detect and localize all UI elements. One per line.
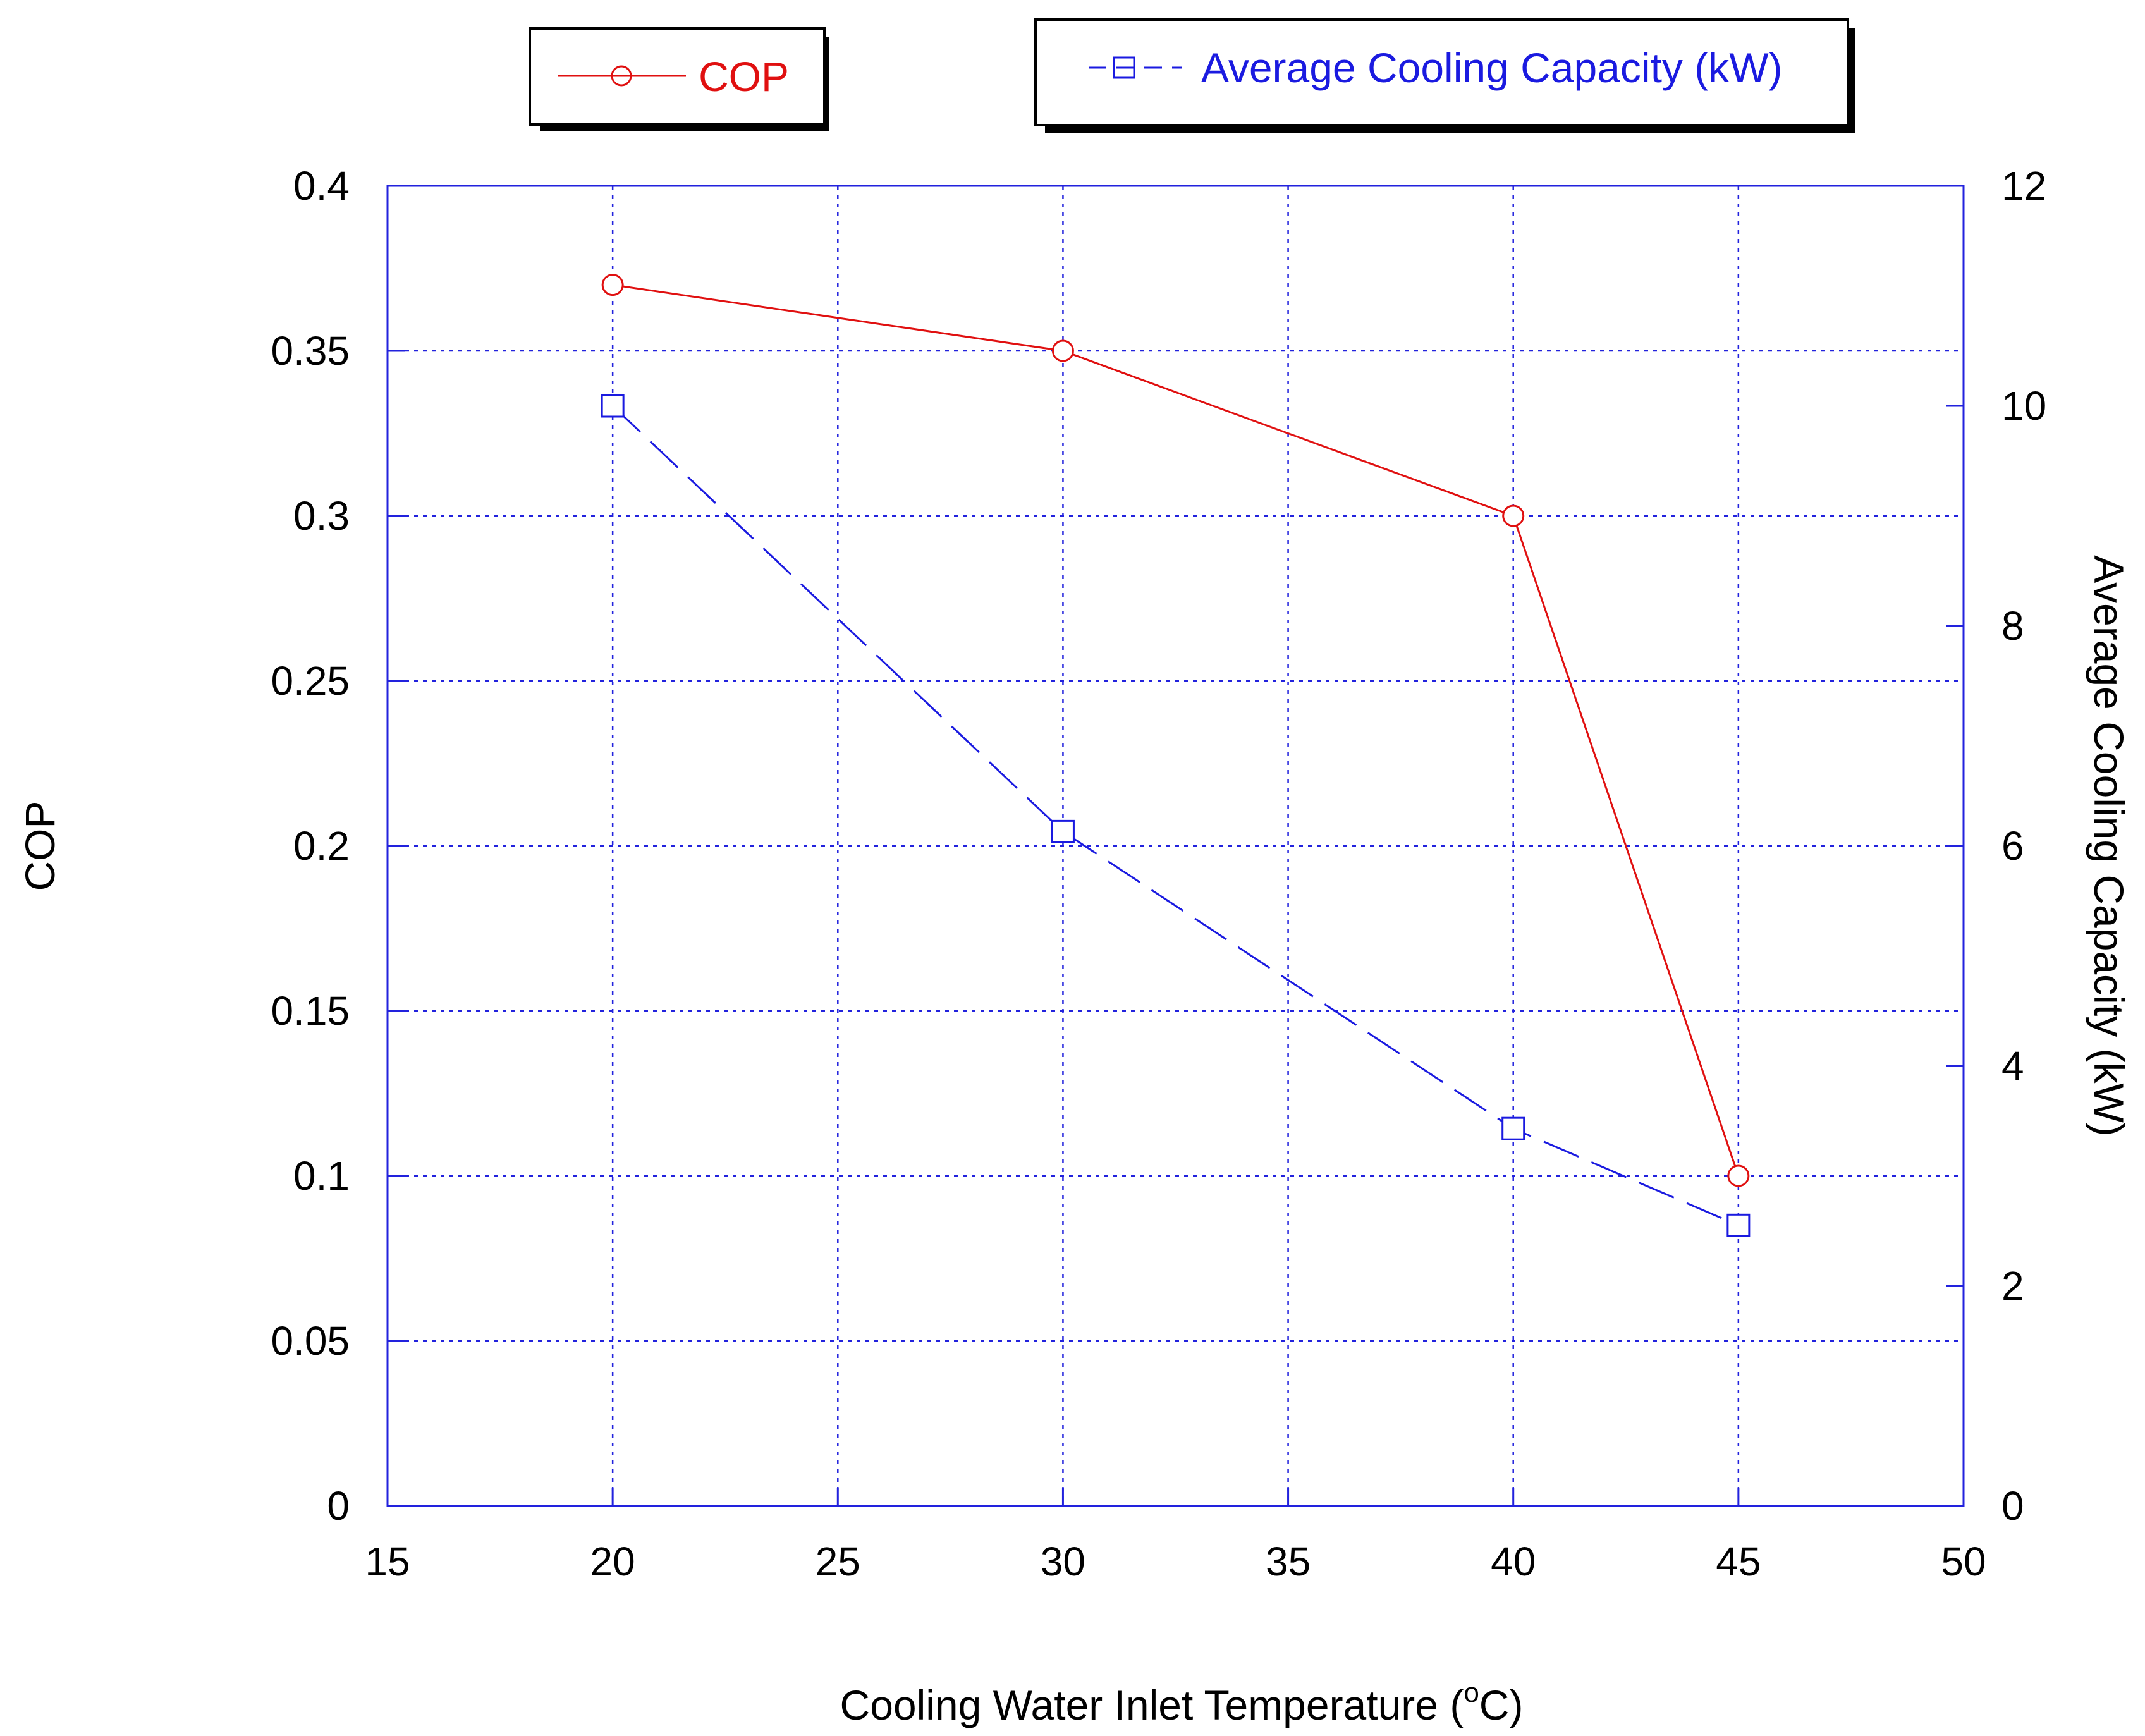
legend-capacity: Average Cooling Capacity (kW) <box>1034 18 1855 133</box>
data-point-square <box>1051 819 1075 843</box>
legend-cop-label: COP <box>699 53 789 100</box>
data-point-circle <box>1051 339 1074 362</box>
series-cop <box>601 274 1750 1187</box>
y-left-tick-label: 0.4 <box>293 163 350 209</box>
y-left-axis-title: COP <box>16 800 63 891</box>
series-line <box>612 405 1739 1226</box>
legend-capacity-marker <box>1113 56 1135 79</box>
grid <box>388 186 1964 1506</box>
data-point-square <box>1501 1116 1525 1140</box>
series-cooling-capacity <box>601 394 1751 1237</box>
axis-ticks <box>386 185 1965 1507</box>
y-right-tick-label: 0 <box>2001 1483 2024 1529</box>
y-left-tick-label: 0.35 <box>271 328 350 374</box>
data-point-circle <box>1502 504 1525 527</box>
x-axis-title-main: Cooling Water Inlet Temperature ( <box>840 1682 1464 1728</box>
data-point-circle <box>1727 1164 1750 1187</box>
series <box>601 274 1751 1237</box>
y-left-tick-labels: 0 0.05 0.1 0.15 0.2 0.25 0.3 0.35 0.4 <box>271 163 350 1529</box>
y-right-tick-label: 6 <box>2001 823 2024 869</box>
x-axis-title: Cooling Water Inlet Temperature (oC) <box>840 1677 1524 1728</box>
y-left-tick-label: 0.15 <box>271 988 350 1034</box>
y-left-tick-label: 0.1 <box>293 1153 350 1199</box>
data-point-square <box>1726 1213 1751 1237</box>
x-tick-label: 40 <box>1491 1539 1536 1584</box>
y-right-tick-label: 2 <box>2001 1263 2024 1309</box>
x-tick-label: 50 <box>1941 1539 1986 1584</box>
data-point-circle <box>601 274 624 296</box>
x-axis-title-end: C) <box>1479 1682 1524 1728</box>
legend-cop: COP <box>529 27 829 131</box>
y-right-tick-labels: 0 2 4 6 8 10 12 <box>2001 163 2046 1529</box>
x-axis-title-sup: o <box>1464 1677 1479 1708</box>
x-tick-label: 30 <box>1041 1539 1085 1584</box>
y-right-axis-title: Average Cooling Capacity (kW) <box>2086 555 2132 1137</box>
x-tick-label: 25 <box>816 1539 860 1584</box>
y-right-tick-label: 4 <box>2001 1043 2024 1089</box>
y-left-tick-label: 0.25 <box>271 658 350 704</box>
y-left-tick-label: 0.05 <box>271 1318 350 1364</box>
y-left-tick-label: 0.3 <box>293 493 350 539</box>
y-right-tick-label: 10 <box>2001 383 2046 429</box>
y-left-tick-label: 0.2 <box>293 823 350 869</box>
data-point-square <box>601 394 625 418</box>
x-tick-label: 20 <box>590 1539 635 1584</box>
x-tick-label: 45 <box>1716 1539 1761 1584</box>
legend-capacity-label: Average Cooling Capacity (kW) <box>1201 44 1783 91</box>
x-tick-label: 35 <box>1266 1539 1311 1584</box>
series-line <box>612 284 1740 1177</box>
x-tick-label: 15 <box>365 1539 410 1584</box>
x-tick-labels: 15 20 25 30 35 40 45 50 <box>365 1539 1986 1584</box>
y-right-tick-label: 12 <box>2001 163 2046 209</box>
y-left-tick-label: 0 <box>327 1483 350 1529</box>
y-right-tick-label: 8 <box>2001 603 2024 649</box>
legend-cop-marker <box>611 65 632 87</box>
